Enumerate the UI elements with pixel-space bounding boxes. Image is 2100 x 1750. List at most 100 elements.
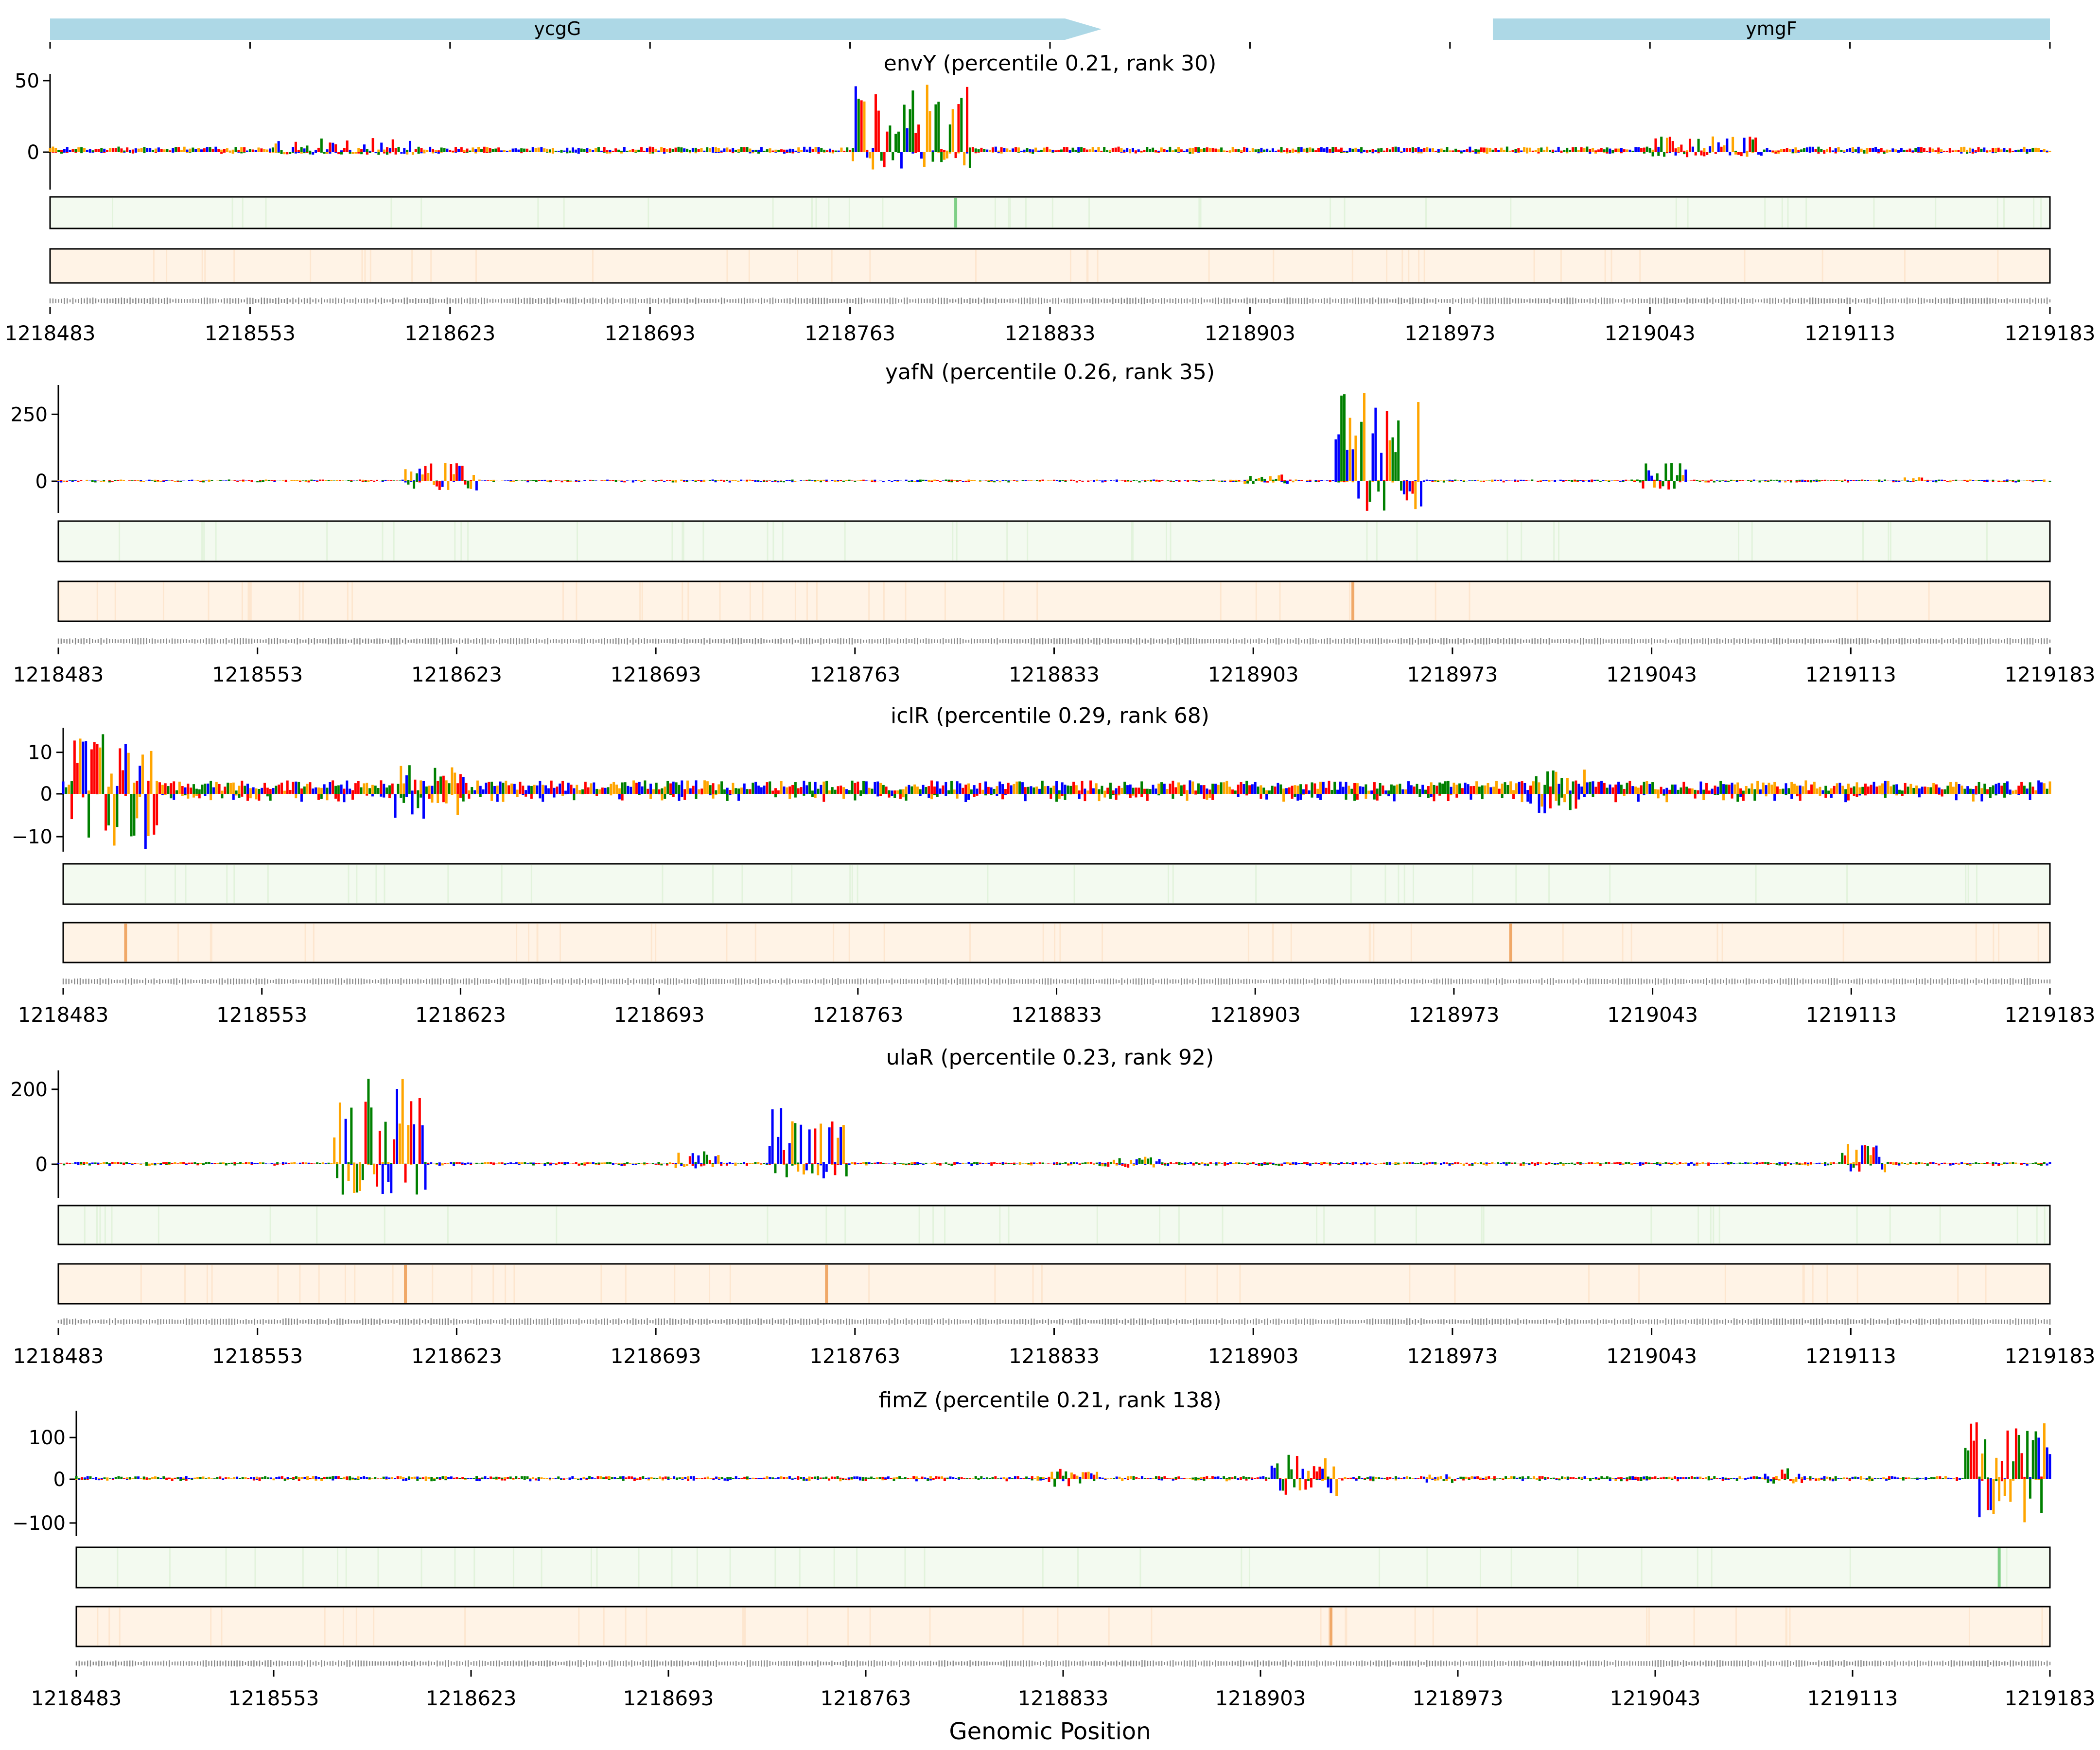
logo-mark xyxy=(1300,147,1303,152)
logo-mark xyxy=(162,481,165,482)
logo-mark xyxy=(1078,794,1081,799)
logo-mark xyxy=(1334,481,1337,482)
sequence-char xyxy=(1423,639,1425,644)
logo-mark xyxy=(1289,150,1292,152)
logo-mark xyxy=(1377,479,1380,481)
sequence-char xyxy=(1827,639,1829,643)
sequence-char xyxy=(1392,299,1394,303)
logo-mark xyxy=(546,152,549,153)
logo-mark xyxy=(2003,480,2006,481)
logo-mark xyxy=(725,479,728,481)
sequence-char xyxy=(1614,639,1615,644)
logo-mark xyxy=(86,150,88,152)
logo-mark xyxy=(52,152,54,153)
logo-mark xyxy=(1365,794,1367,799)
logo-mark xyxy=(559,783,561,794)
sequence-char xyxy=(163,298,165,304)
logo-mark xyxy=(1851,147,1854,152)
sequence-char xyxy=(1355,638,1357,645)
logo-mark xyxy=(190,788,192,794)
logo-mark xyxy=(1064,481,1067,482)
logo-mark xyxy=(1428,480,1431,481)
logo-mark xyxy=(672,781,675,794)
logo-mark xyxy=(303,148,306,152)
sequence-char xyxy=(1552,299,1554,303)
logo-mark xyxy=(377,152,380,155)
sequence-char xyxy=(1901,638,1903,645)
logo-mark xyxy=(299,480,301,481)
logo-mark xyxy=(808,782,811,794)
logo-mark xyxy=(1889,150,1891,152)
sequence-char xyxy=(1658,298,1660,304)
logo-mark xyxy=(1263,481,1266,483)
logo-mark xyxy=(188,480,191,481)
logo-mark xyxy=(1218,481,1221,482)
logo-mark xyxy=(140,480,142,481)
logo-mark xyxy=(391,139,394,152)
heat-strip-cell xyxy=(1998,924,2000,962)
logo-mark xyxy=(88,152,91,153)
sequence-char xyxy=(149,298,151,304)
logo-mark xyxy=(1821,790,1824,794)
sequence-char xyxy=(2049,299,2051,303)
logo-mark xyxy=(2017,149,2020,152)
sequence-char xyxy=(921,298,922,303)
logo-mark xyxy=(1986,789,1989,794)
logo-mark xyxy=(820,148,823,152)
logo-mark xyxy=(937,102,940,152)
sequence-char xyxy=(928,638,930,644)
sequence-char xyxy=(1565,639,1567,643)
heat-strip-cell xyxy=(767,522,769,560)
logo-mark xyxy=(139,794,141,797)
logo-mark xyxy=(1766,148,1768,152)
logo-mark xyxy=(315,152,317,153)
logo-mark xyxy=(1413,787,1416,794)
sequence-char xyxy=(1574,639,1575,644)
logo-mark xyxy=(102,734,105,794)
heat-strip-cell xyxy=(1198,198,1200,228)
logo-mark xyxy=(1346,152,1348,153)
logo-mark xyxy=(1827,790,1830,794)
logo-mark xyxy=(477,147,480,152)
sequence-char xyxy=(720,639,722,644)
logo-mark xyxy=(1424,789,1427,794)
sequence-char xyxy=(1086,299,1088,303)
logo-mark xyxy=(1691,788,1694,794)
logo-mark xyxy=(1068,152,1071,153)
sequence-char xyxy=(1989,298,1991,304)
logo-mark xyxy=(1949,782,1952,794)
sequence-char xyxy=(251,638,253,644)
sequence-char xyxy=(971,979,972,984)
sequence-char xyxy=(1663,298,1665,304)
logo-mark xyxy=(472,147,474,152)
sequence-char xyxy=(1002,639,1004,644)
logo-mark xyxy=(1611,150,1614,152)
logo-mark xyxy=(1551,149,1554,152)
sequence-char xyxy=(1364,298,1365,304)
logo-mark xyxy=(1152,479,1155,481)
sequence-char xyxy=(64,298,65,304)
logo-mark xyxy=(1855,782,1858,794)
logo-mark xyxy=(219,480,222,481)
heat-strip-peak xyxy=(1351,582,1355,620)
logo-mark xyxy=(1026,148,1029,152)
sequence-char xyxy=(106,298,108,304)
logo-mark xyxy=(1140,151,1143,152)
logo-mark xyxy=(1923,148,1925,152)
logo-mark xyxy=(968,147,971,152)
logo-mark xyxy=(1657,794,1660,799)
logo-mark xyxy=(765,481,768,482)
sequence-char xyxy=(410,639,412,643)
logo-mark xyxy=(954,152,957,158)
logo-mark xyxy=(837,786,840,794)
sequence-char xyxy=(938,298,939,304)
sequence-char xyxy=(186,299,188,303)
logo-mark xyxy=(273,481,276,482)
logo-mark xyxy=(1123,152,1126,153)
logo-mark xyxy=(1337,149,1340,152)
logo-mark xyxy=(1277,149,1280,152)
logo-mark xyxy=(1946,481,1949,482)
logo-mark xyxy=(1957,150,1960,152)
logo-mark xyxy=(1004,794,1007,795)
logo-mark xyxy=(692,786,695,794)
